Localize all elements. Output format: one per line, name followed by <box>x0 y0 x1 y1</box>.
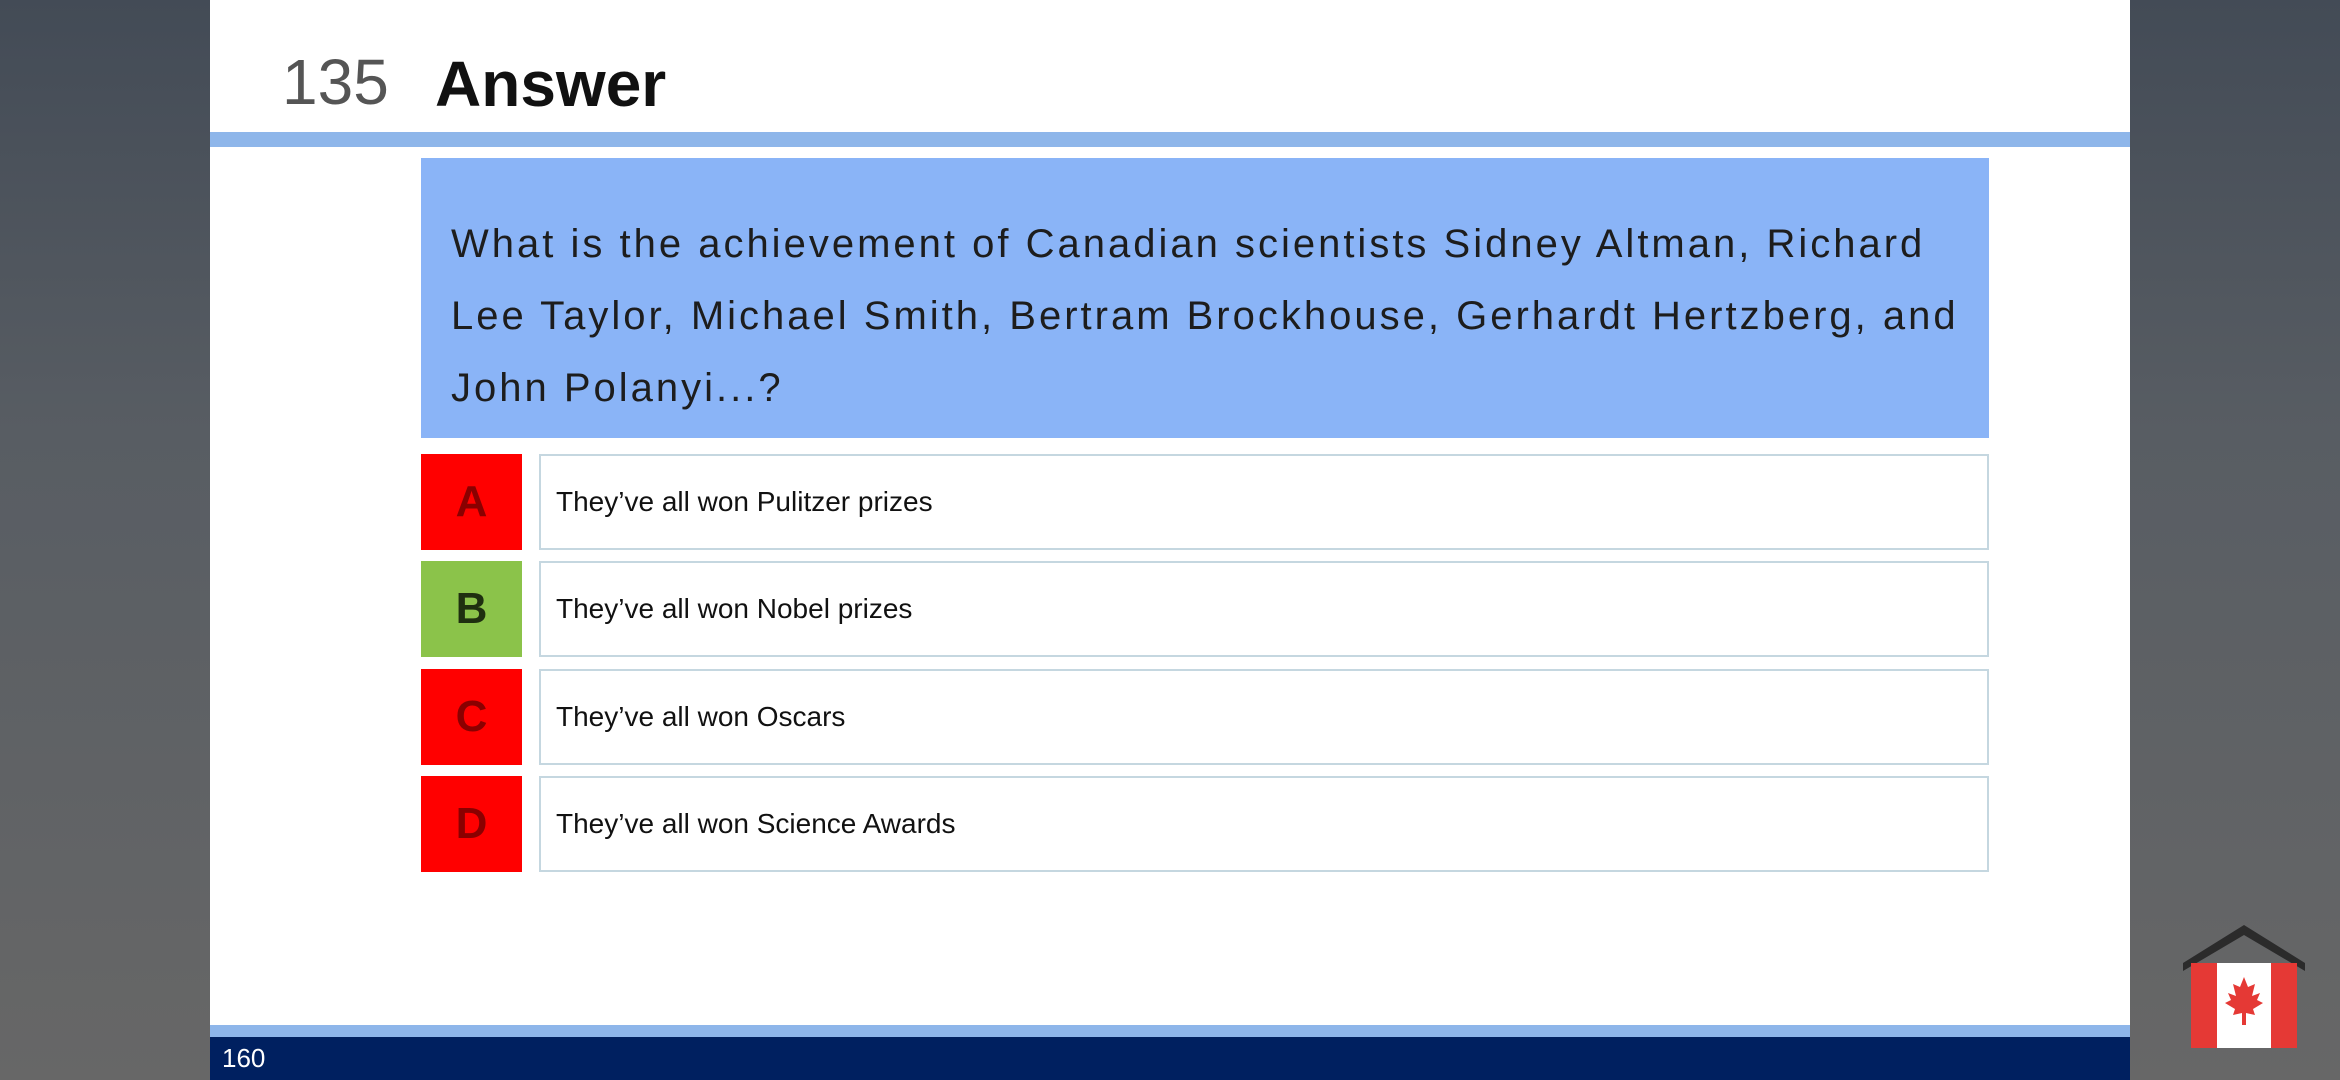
question-box: What is the achievement of Canadian scie… <box>421 158 1989 438</box>
question-text: What is the achievement of Canadian scie… <box>451 222 1959 410</box>
option-text-b: They’ve all won Nobel prizes <box>539 561 1989 657</box>
option-letter-d: D <box>421 776 522 872</box>
question-number: 135 <box>282 46 389 118</box>
option-text-a: They’ve all won Pulitzer prizes <box>539 454 1989 550</box>
slide-title: Answer <box>435 48 667 120</box>
option-letter-b: B <box>421 561 522 657</box>
title-divider <box>210 132 2130 147</box>
option-b[interactable]: B They’ve all won Nobel prizes <box>421 561 1989 657</box>
option-a[interactable]: A They’ve all won Pulitzer prizes <box>421 454 1989 550</box>
option-c[interactable]: C They’ve all won Oscars <box>421 669 1989 765</box>
option-d[interactable]: D They’ve all won Science Awards <box>421 776 1989 872</box>
canada-house-flag-icon <box>2183 923 2305 1048</box>
option-letter-a: A <box>421 454 522 550</box>
option-text-c: They’ve all won Oscars <box>539 669 1989 765</box>
footer-page-number: 160 <box>222 1043 266 1073</box>
footer-rule <box>210 1025 2130 1037</box>
footer-bar: 160 <box>210 1037 2130 1080</box>
option-text-d: They’ve all won Science Awards <box>539 776 1989 872</box>
presentation-slide: 135 Answer What is the achievement of Ca… <box>210 0 2130 1080</box>
option-letter-c: C <box>421 669 522 765</box>
